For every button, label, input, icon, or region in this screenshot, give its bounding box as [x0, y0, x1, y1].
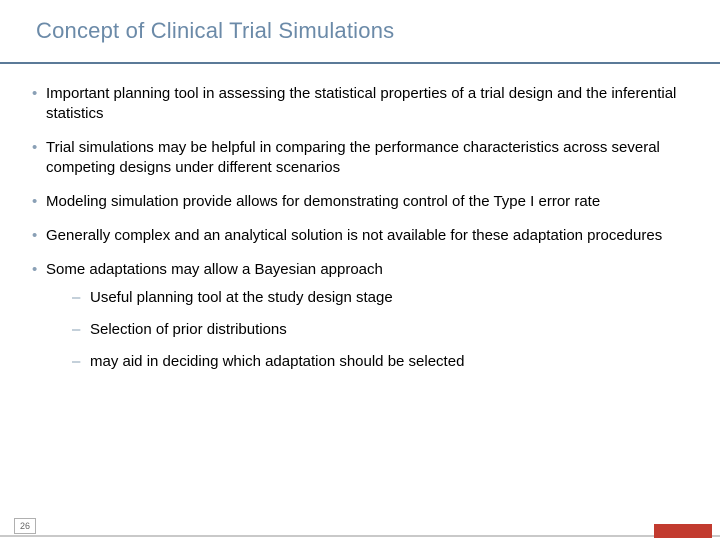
page-number: 26 — [20, 521, 30, 531]
sub-bullet-text: Useful planning tool at the study design… — [90, 288, 393, 308]
slide: Concept of Clinical Trial Simulations • … — [0, 0, 720, 540]
bullet-text: Important planning tool in assessing the… — [46, 84, 688, 124]
bullet-text: Modeling simulation provide allows for d… — [46, 192, 600, 212]
bullet-dot-icon: • — [32, 84, 46, 104]
bullet-text: Some adaptations may allow a Bayesian ap… — [46, 260, 383, 280]
bullet-text: Generally complex and an analytical solu… — [46, 226, 662, 246]
bullet-item: • Generally complex and an analytical so… — [32, 226, 688, 246]
sub-bullet-text: Selection of prior distributions — [90, 320, 287, 340]
corner-accent — [654, 524, 712, 538]
bullet-item: • Some adaptations may allow a Bayesian … — [32, 260, 688, 280]
title-band: Concept of Clinical Trial Simulations — [0, 0, 720, 62]
dash-icon: – — [72, 352, 90, 372]
content-area: • Important planning tool in assessing t… — [32, 84, 688, 500]
dash-icon: – — [72, 320, 90, 340]
footer-line — [0, 535, 720, 537]
bullet-item: • Important planning tool in assessing t… — [32, 84, 688, 124]
sub-bullet-item: – Selection of prior distributions — [72, 320, 688, 340]
page-number-box: 26 — [14, 518, 36, 534]
sub-bullet-item: – may aid in deciding which adaptation s… — [72, 352, 688, 372]
footer: 26 — [0, 518, 720, 540]
sub-bullet-text: may aid in deciding which adaptation sho… — [90, 352, 464, 372]
bullet-item: • Modeling simulation provide allows for… — [32, 192, 688, 212]
bullet-dot-icon: • — [32, 260, 46, 280]
bullet-dot-icon: • — [32, 138, 46, 158]
bullet-text: Trial simulations may be helpful in comp… — [46, 138, 688, 178]
slide-title: Concept of Clinical Trial Simulations — [36, 18, 394, 44]
bullet-dot-icon: • — [32, 192, 46, 212]
sub-bullet-list: – Useful planning tool at the study desi… — [72, 288, 688, 372]
bullet-item: • Trial simulations may be helpful in co… — [32, 138, 688, 178]
dash-icon: – — [72, 288, 90, 308]
title-divider — [0, 62, 720, 64]
sub-bullet-item: – Useful planning tool at the study desi… — [72, 288, 688, 308]
bullet-dot-icon: • — [32, 226, 46, 246]
